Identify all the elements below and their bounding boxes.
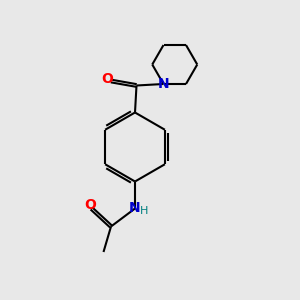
Text: N: N [129,202,141,215]
Text: O: O [84,198,96,212]
Text: O: O [101,73,113,86]
Text: H: H [140,206,148,216]
Text: N: N [158,77,169,91]
